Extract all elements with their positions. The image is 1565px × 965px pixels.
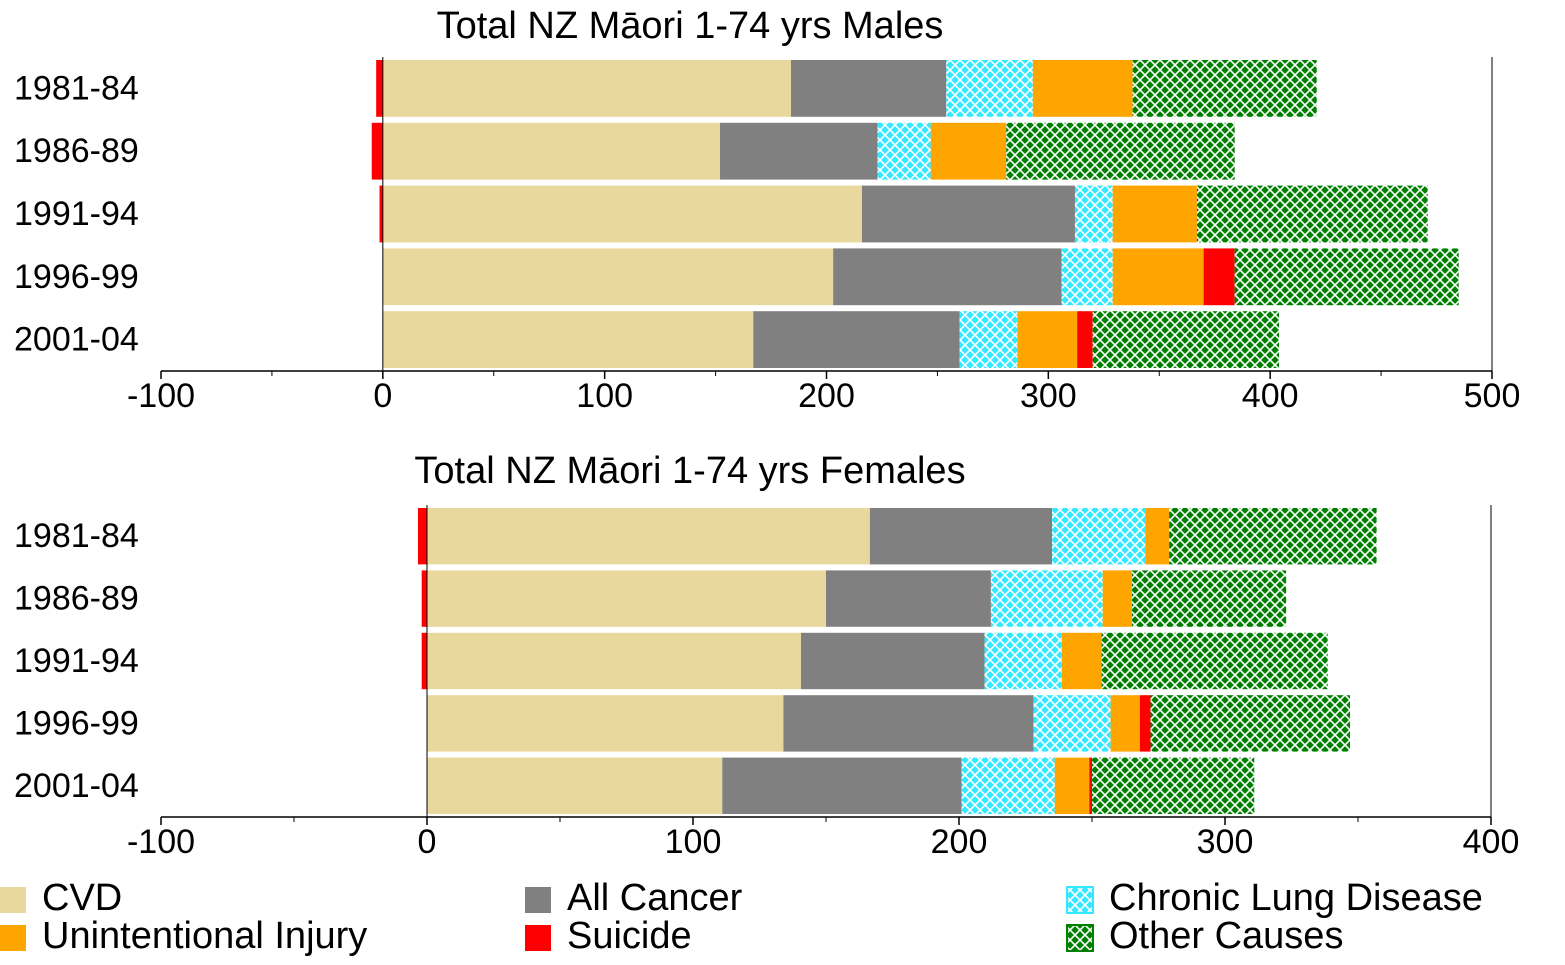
legend-label: Other Causes bbox=[1109, 915, 1343, 957]
x-tick-label: 100 bbox=[665, 823, 722, 861]
bar-segment bbox=[783, 695, 1034, 752]
x-tick-label: 500 bbox=[1464, 377, 1521, 415]
x-tick-label: 0 bbox=[418, 823, 437, 861]
x-tick-label: 300 bbox=[1197, 823, 1254, 861]
bar-segment bbox=[1054, 757, 1090, 814]
x-tick-label: 0 bbox=[373, 377, 392, 415]
legend-label: Suicide bbox=[567, 915, 692, 957]
bar-segment bbox=[1234, 248, 1459, 306]
bar-segment bbox=[382, 311, 754, 368]
bar-segment bbox=[984, 632, 1062, 690]
bar-segment bbox=[421, 632, 427, 690]
bar-segment bbox=[1092, 757, 1255, 814]
legend-swatch bbox=[0, 887, 26, 913]
legend-label: CVD bbox=[42, 877, 122, 919]
bar-segment bbox=[1052, 508, 1146, 565]
bar-segment bbox=[1033, 695, 1111, 752]
bar-segment bbox=[1032, 60, 1133, 117]
legend-swatch bbox=[1066, 886, 1094, 914]
bar-segment bbox=[1112, 248, 1204, 306]
bar-segment bbox=[1110, 695, 1140, 752]
bar-segment bbox=[1017, 311, 1078, 368]
bar-segment bbox=[930, 122, 1007, 180]
legend-swatch bbox=[0, 925, 26, 951]
x-tick-label: 100 bbox=[576, 377, 633, 415]
y-tick-label: 1986-89 bbox=[14, 580, 139, 618]
y-tick-label: 1991-94 bbox=[14, 195, 139, 233]
bar-segment bbox=[869, 508, 1053, 565]
bar-segment bbox=[427, 695, 784, 752]
bar-segment bbox=[379, 185, 383, 243]
y-tick-label: 1991-94 bbox=[14, 642, 139, 680]
bar-segment bbox=[1145, 508, 1170, 565]
x-tick-label: 400 bbox=[1463, 823, 1520, 861]
x-tick-label: 400 bbox=[1242, 377, 1299, 415]
bar-segment bbox=[1077, 311, 1093, 368]
bar-segment bbox=[753, 311, 960, 368]
bar-segment bbox=[1203, 248, 1235, 306]
y-tick-label: 1981-84 bbox=[14, 69, 139, 107]
bar-segment bbox=[791, 60, 947, 117]
x-tick-label: 200 bbox=[798, 377, 855, 415]
bar-segment bbox=[382, 60, 792, 117]
bar-segment bbox=[800, 632, 985, 690]
chart-title: Total NZ Māori 1-74 yrs Females bbox=[414, 450, 965, 492]
legend-label: All Cancer bbox=[567, 877, 743, 919]
legend-swatch bbox=[1066, 924, 1094, 952]
bar-segment bbox=[427, 508, 870, 565]
bar-segment bbox=[990, 570, 1103, 627]
bar-segment bbox=[861, 185, 1075, 243]
bar-segment bbox=[421, 570, 427, 627]
bar-segment bbox=[720, 122, 878, 180]
bar-segment bbox=[1092, 311, 1280, 368]
bar-segment bbox=[826, 570, 991, 627]
bar-segment bbox=[877, 122, 931, 180]
x-tick-label: -100 bbox=[127, 823, 195, 861]
x-tick-label: -100 bbox=[127, 377, 195, 415]
bar-segment bbox=[1139, 695, 1151, 752]
bar-segment bbox=[1089, 757, 1092, 814]
bar-segment bbox=[417, 508, 427, 565]
y-tick-label: 1996-99 bbox=[14, 258, 139, 296]
legend-label: Unintentional Injury bbox=[42, 915, 367, 957]
bar-segment bbox=[833, 248, 1062, 306]
bar-segment bbox=[382, 248, 834, 306]
bar-segment bbox=[427, 757, 723, 814]
bar-segment bbox=[959, 311, 1018, 368]
y-tick-label: 2001-04 bbox=[14, 321, 139, 359]
bar-segment bbox=[427, 632, 801, 690]
bar-segment bbox=[371, 122, 383, 180]
chart-title: Total NZ Māori 1-74 yrs Males bbox=[437, 5, 944, 47]
bar-segment bbox=[1196, 185, 1428, 243]
bar-segment bbox=[382, 122, 721, 180]
bar-segment bbox=[1061, 632, 1102, 690]
bar-segment bbox=[1112, 185, 1197, 243]
bar-segment bbox=[946, 60, 1033, 117]
y-tick-label: 1986-89 bbox=[14, 132, 139, 170]
legend-swatch bbox=[525, 887, 551, 913]
y-tick-label: 1996-99 bbox=[14, 704, 139, 742]
bar-segment bbox=[1074, 185, 1113, 243]
x-tick-label: 200 bbox=[931, 823, 988, 861]
bar-segment bbox=[376, 60, 383, 117]
bar-segment bbox=[1061, 248, 1113, 306]
x-tick-label: 300 bbox=[1020, 377, 1077, 415]
bar-segment bbox=[1102, 570, 1132, 627]
y-tick-label: 2001-04 bbox=[14, 767, 139, 805]
legend-swatch bbox=[525, 925, 551, 951]
y-tick-label: 1981-84 bbox=[14, 517, 139, 555]
bar-segment bbox=[961, 757, 1055, 814]
bar-segment bbox=[1169, 508, 1377, 565]
bar-segment bbox=[1132, 60, 1317, 117]
bar-segment bbox=[1101, 632, 1328, 690]
bar-segment bbox=[382, 185, 862, 243]
bar-segment bbox=[1150, 695, 1351, 752]
legend-label: Chronic Lung Disease bbox=[1109, 877, 1483, 919]
bar-segment bbox=[1006, 122, 1235, 180]
bar-segment bbox=[427, 570, 826, 627]
bar-segment bbox=[722, 757, 962, 814]
bar-segment bbox=[1131, 570, 1287, 627]
